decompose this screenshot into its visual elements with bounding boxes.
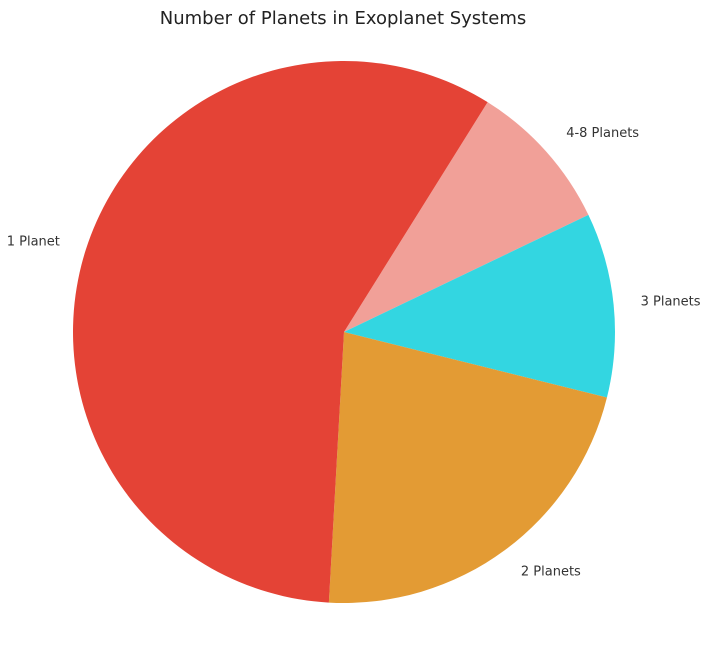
pie-slices [73,61,616,604]
pie-labels: 4-8 Planets 3 Planets 2 Planets 1 Planet [7,126,701,580]
pie-label-1-planet: 1 Planet [7,234,60,249]
pie-label-4-8-planets: 4-8 Planets [566,126,639,141]
pie-slice-4-8-planets [344,102,589,333]
pie-label-3-planets: 3 Planets [641,294,701,309]
pie-slice-1-planet [73,61,488,603]
pie-label-2-planets: 2 Planets [521,564,581,579]
chart-title: Number of Planets in Exoplanet Systems [159,8,527,29]
pie-slice-2-planets [328,332,607,604]
pie-slice-3-planets [344,214,616,398]
